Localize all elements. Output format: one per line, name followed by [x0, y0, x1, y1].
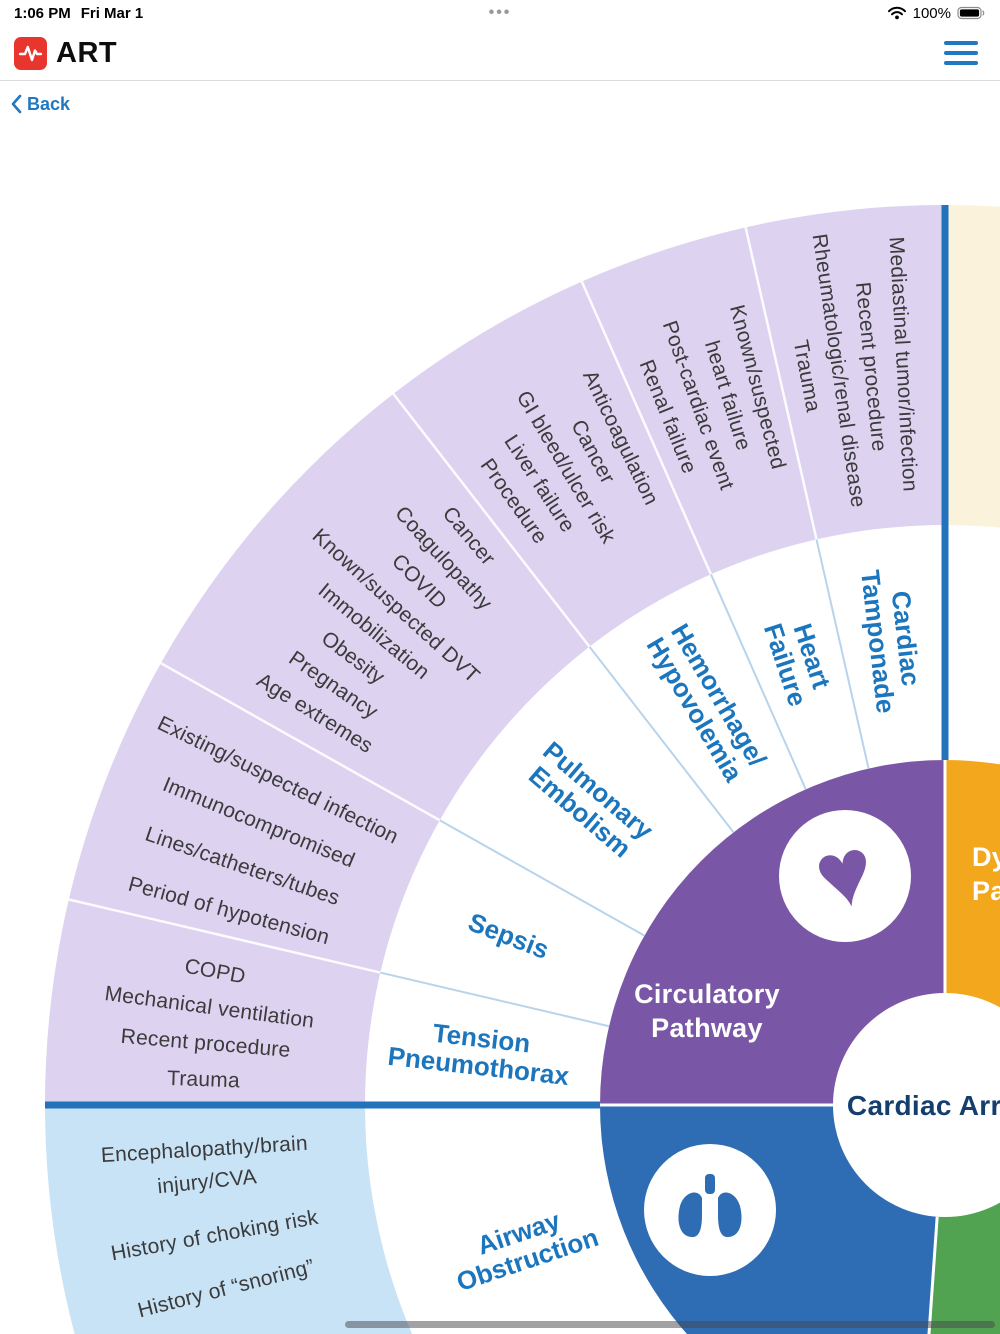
wheel-center[interactable]: [833, 993, 1000, 1217]
app-name: ART: [56, 36, 118, 69]
cause-label: Hemorrhage/Hypovolemia: [641, 618, 774, 787]
multitask-handle-icon[interactable]: •••: [488, 4, 512, 21]
wheel-center-label: Cardiac Arrest: [847, 1090, 1000, 1121]
cause-label: PulmonaryEmbolism: [519, 735, 659, 867]
back-chevron-icon: [11, 94, 22, 114]
cause-label: CardiacTamponade: [855, 565, 929, 715]
lungs-icon: [644, 1144, 776, 1276]
app-logo-icon: [14, 36, 47, 70]
back-row: Back: [0, 81, 1000, 127]
risk-label: Trauma: [167, 1067, 241, 1093]
wifi-icon: [887, 6, 906, 20]
cause-label: Sepsis: [464, 907, 553, 965]
battery-percent: 100%: [912, 4, 951, 22]
battery-icon: [957, 6, 985, 20]
cause-divider-line: [380, 971, 610, 1028]
pathway-seam-line: [927, 1216, 939, 1334]
pathway-dysrhythmia-risk-ring: [945, 205, 1000, 528]
cause-divider-line: [710, 573, 807, 790]
status-date: Fri Mar 1: [80, 4, 144, 22]
cause-divider-line: [588, 646, 735, 834]
back-label: Back: [27, 93, 71, 114]
pathway-circulatory-risk-ring: [45, 205, 945, 1105]
cause-label: HeartFailure: [758, 611, 840, 710]
cause-divider-line: [815, 539, 870, 769]
risk-group-divider-line: [392, 393, 591, 648]
cause-label: AirwayObstruction: [444, 1195, 602, 1297]
back-button[interactable]: Back: [10, 93, 70, 115]
status-bar: 1:06 PM Fri Mar 1 ••• 100%: [0, 0, 1000, 26]
menu-icon[interactable]: [944, 35, 978, 72]
risk-group-divider-line: [160, 662, 441, 822]
cause-label: TensionPneumothorax: [386, 1013, 574, 1091]
app-header: ART: [0, 26, 1000, 81]
horizontal-scrollbar[interactable]: [345, 1321, 995, 1328]
risk-group-divider-line: [580, 281, 713, 575]
heart-icon: ♥: [779, 810, 911, 942]
pathway-respiratory-risk-ring: [45, 1105, 413, 1334]
status-time: 1:06 PM: [14, 4, 71, 22]
pathway-dysrhythmia-label: DysrhythmiaPathway: [972, 842, 1000, 906]
pathway-circulatory-label: Circulatory Pathway: [634, 979, 780, 1043]
risk-group-divider-line: [68, 898, 381, 974]
cause-divider-line: [439, 819, 645, 937]
risk-group-divider-line: [744, 227, 818, 540]
